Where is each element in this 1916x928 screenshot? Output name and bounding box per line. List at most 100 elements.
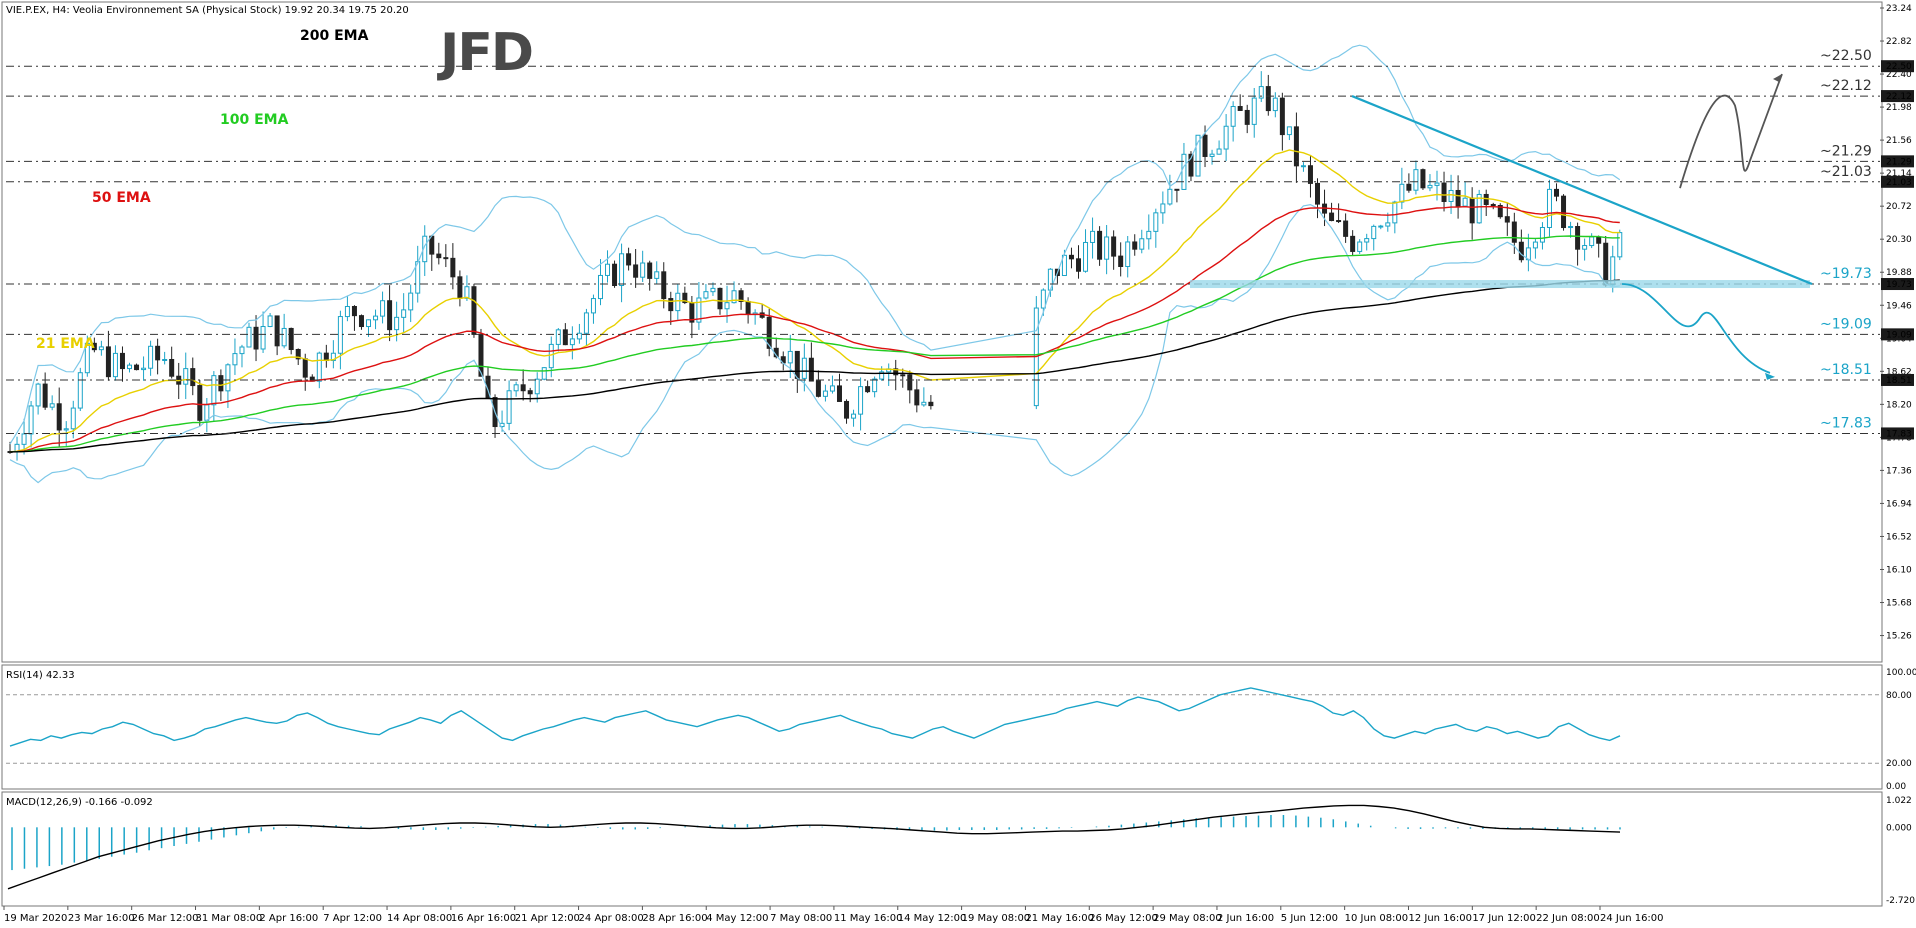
candle-body <box>1188 153 1194 177</box>
candle-body <box>366 319 372 328</box>
level-label: ~21.03 <box>1820 164 1872 180</box>
candle-body <box>541 367 547 380</box>
downtrend-line <box>1351 95 1813 286</box>
candle-body <box>211 375 217 406</box>
candle-body <box>358 315 364 328</box>
x-tick-label: 16 Apr 16:00 <box>451 913 516 924</box>
x-tick-label: 5 Jun 12:00 <box>1281 913 1338 924</box>
candle-body <box>344 305 350 318</box>
candle-body <box>605 263 611 276</box>
macd-signal-line <box>7 804 1621 890</box>
candle-body <box>1118 255 1124 267</box>
candle-body <box>738 290 744 302</box>
level-label: ~18.51 <box>1820 362 1872 378</box>
level-axis-tag <box>1881 328 1914 341</box>
candle-body <box>91 342 97 351</box>
candle-body <box>119 352 125 370</box>
level-axis-label: 19.73 <box>1886 280 1912 290</box>
candle-body <box>42 383 48 408</box>
rsi-y-label: 20.00 <box>1886 759 1912 769</box>
candle-body <box>534 378 540 395</box>
candle-body <box>590 298 596 314</box>
support-zone <box>1190 280 1810 289</box>
level-axis-tag <box>1881 373 1914 386</box>
candle-body <box>1251 97 1257 125</box>
ema-label: 50 EMA <box>92 190 151 206</box>
candle-body <box>49 403 55 408</box>
candle-body <box>1554 188 1560 197</box>
level-axis-label: 17.83 <box>1886 429 1912 439</box>
candle-body <box>900 374 906 377</box>
candle-body <box>267 315 273 328</box>
candle-body <box>380 300 386 317</box>
candle-body <box>1441 182 1447 202</box>
y-tick-label: 23.24 <box>1886 4 1912 14</box>
candle-body <box>1385 222 1391 227</box>
candle-body <box>183 368 189 385</box>
candle-body <box>921 401 927 406</box>
x-tick-label: 14 Apr 08:00 <box>387 913 452 924</box>
candle-body <box>1568 226 1574 229</box>
jfd-logo: JFD <box>437 23 532 83</box>
candle-body <box>77 372 83 409</box>
candle-body <box>1589 236 1595 247</box>
candle-body <box>1097 230 1103 260</box>
candle-body <box>1596 236 1602 244</box>
candle-body <box>422 235 428 263</box>
candle-body <box>731 290 737 304</box>
candle-body <box>858 386 864 415</box>
candle-body <box>914 389 920 406</box>
candle-body <box>1504 216 1510 223</box>
rsi-y-label: 80.00 <box>1886 691 1912 701</box>
candle-body <box>506 390 512 424</box>
candle-body <box>1476 193 1482 224</box>
candle-body <box>1603 242 1609 286</box>
candle-body <box>239 346 245 355</box>
macd-label: MACD(12,26,9) -0.166 -0.092 <box>6 797 153 808</box>
y-tick-label: 22.82 <box>1886 37 1912 47</box>
candle-body <box>583 312 589 334</box>
candle-body <box>548 343 554 369</box>
candle-body <box>260 326 266 350</box>
candle-body <box>204 404 210 421</box>
candle-body <box>1258 86 1264 99</box>
candle-body <box>134 364 140 371</box>
y-tick-label: 16.10 <box>1886 565 1912 575</box>
macd-panel-frame <box>1 791 1883 907</box>
level-axis-tag <box>1881 155 1914 168</box>
candle-body <box>879 371 885 380</box>
candle-body <box>443 257 449 260</box>
candle-body <box>520 384 526 392</box>
rsi-y-label: 0.00 <box>1886 782 1906 792</box>
candle-body <box>1406 183 1412 191</box>
candle-body <box>436 253 442 259</box>
candle-body <box>1378 225 1384 228</box>
candle-body <box>1174 188 1180 191</box>
candle-body <box>1237 106 1243 111</box>
candle-body <box>1090 230 1096 243</box>
level-axis-label: 18.51 <box>1886 376 1912 386</box>
candle-body <box>668 298 674 312</box>
candle-body <box>1083 241 1089 272</box>
y-tick-label: 18.62 <box>1886 367 1912 377</box>
candle-body <box>373 315 379 321</box>
candle-body <box>1202 134 1208 157</box>
candle-body <box>323 352 329 362</box>
y-tick-label: 20.30 <box>1886 235 1912 245</box>
candle-body <box>1490 204 1496 207</box>
candle-body <box>1139 238 1145 250</box>
candle-body <box>84 342 90 374</box>
bullish-scenario-path <box>1679 73 1783 189</box>
x-tick-label: 7 May 08:00 <box>770 913 832 924</box>
candle-body <box>316 352 322 382</box>
level-label: ~19.73 <box>1820 266 1872 282</box>
candle-body <box>1068 254 1074 260</box>
y-tick-label: 16.52 <box>1886 532 1912 542</box>
candle-body <box>464 286 470 299</box>
candle-body <box>63 428 69 431</box>
candle-body <box>1181 153 1187 190</box>
candle-body <box>1132 241 1138 250</box>
candle-body <box>872 378 878 393</box>
